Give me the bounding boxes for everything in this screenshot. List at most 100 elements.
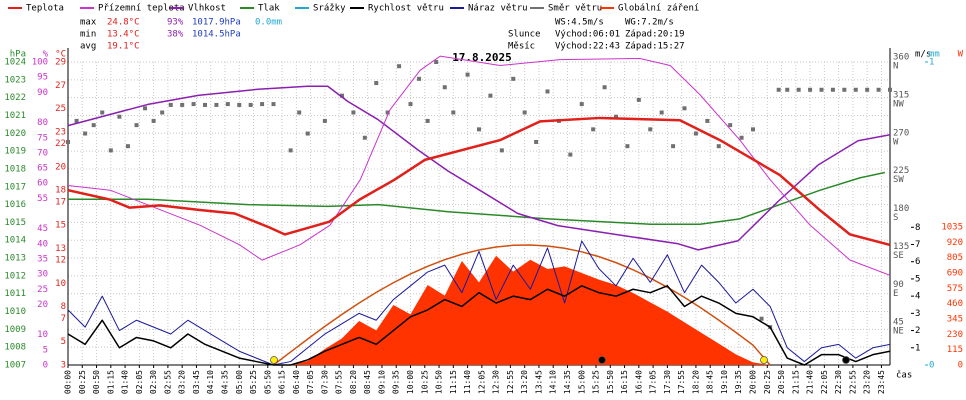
direction-point — [819, 87, 824, 92]
series-line — [67, 240, 891, 366]
direction-point — [117, 114, 122, 119]
y-tick-label: 6 — [915, 257, 920, 267]
stat-value: 38% — [167, 30, 184, 40]
y-tick-label: 920 — [947, 238, 963, 248]
series-line — [68, 171, 886, 225]
y-tick-name: NE — [893, 327, 904, 337]
y-tick-label: 7 — [61, 314, 66, 324]
x-tick-label: 05:50 — [263, 370, 272, 394]
direction-point — [602, 85, 607, 90]
y-tick-label: 55 — [37, 194, 48, 204]
y-tick-label: 1008 — [4, 343, 26, 353]
x-tick-label: 04:35 — [220, 370, 229, 394]
stat-value: 93% — [167, 18, 184, 28]
x-tick-label: 23:45 — [877, 370, 886, 394]
x-tick-label: 16:15 — [620, 370, 629, 394]
direction-point — [876, 87, 881, 92]
x-tick-label: 15:25 — [592, 370, 601, 394]
y-tick-name: S — [893, 213, 898, 223]
direction-point — [499, 148, 504, 153]
y-tick-label: 180 — [893, 204, 909, 214]
y-tick-label: 25 — [37, 285, 48, 295]
legend-label: Tlak — [258, 4, 280, 14]
y-tick-label: 1 — [915, 343, 920, 353]
legend-label: Náraz větru — [468, 4, 528, 14]
y-tick-label: 575 — [947, 284, 963, 294]
x-tick-label: 17:55 — [677, 370, 686, 394]
y-tick-label: 270 — [893, 128, 909, 138]
direction-point — [425, 118, 430, 123]
y-tick-label: 230 — [947, 330, 963, 340]
moon-label: Měsíc — [508, 42, 535, 52]
y-tick-name: W — [893, 137, 899, 147]
y-tick-label: 80 — [37, 118, 48, 128]
x-tick-label: 10:00 — [406, 370, 415, 394]
direction-point — [545, 89, 550, 94]
sun-moon-marker — [760, 356, 768, 364]
y-tick-label: 135 — [893, 242, 909, 252]
y-tick-label: 70 — [37, 148, 48, 158]
x-tick-label: 12:55 — [506, 370, 515, 394]
direction-point — [66, 139, 70, 144]
direction-point — [351, 110, 356, 115]
y-tick-label: 345 — [947, 315, 963, 325]
axis-unit: m/s — [915, 50, 931, 60]
wind-stat: WG:7.2m/s — [625, 18, 674, 28]
x-tick-label: 03:45 — [192, 370, 201, 394]
x-tick-label: 06:15 — [278, 370, 287, 394]
y-tick-label: 225 — [893, 166, 909, 176]
direction-point — [671, 144, 676, 149]
stat-value: 1014.5hPa — [192, 30, 241, 40]
direction-point — [693, 131, 698, 136]
direction-point — [91, 123, 96, 128]
axis-unit: W — [958, 50, 964, 60]
direction-point — [417, 76, 422, 81]
x-tick-label: 21:40 — [806, 370, 815, 394]
direction-point — [248, 102, 253, 107]
y-tick-label: 1009 — [4, 325, 26, 335]
x-tick-label: 14:35 — [563, 370, 572, 394]
x-tick-label: 23:20 — [863, 370, 872, 394]
direction-point — [260, 102, 265, 107]
x-tick-label: 13:45 — [534, 370, 543, 394]
x-tick-label: 21:15 — [791, 370, 800, 394]
x-tick-label: 22:05 — [820, 370, 829, 394]
direction-point — [397, 64, 402, 69]
x-tick-label: 17:30 — [663, 370, 672, 394]
y-tick-name: N — [893, 62, 898, 72]
y-tick-label: 60 — [37, 179, 48, 189]
x-tick-label: 20:00 — [749, 370, 758, 394]
y-tick-label: 13 — [55, 244, 66, 254]
direction-point — [385, 110, 390, 115]
y-tick-label: 90 — [37, 88, 48, 98]
stat-value: 0.0mm — [255, 18, 282, 28]
direction-point — [271, 102, 276, 107]
direction-point — [568, 152, 573, 157]
y-tick-label: 1019 — [4, 147, 26, 157]
y-tick-label: 1013 — [4, 254, 26, 264]
y-tick-label: 5 — [915, 274, 920, 284]
radiation-max-line — [273, 244, 771, 366]
x-tick-label: 02:05 — [135, 370, 144, 394]
direction-point — [125, 144, 130, 149]
x-tick-label: 08:45 — [363, 370, 372, 394]
x-tick-label: 07:30 — [320, 370, 329, 394]
stat-label: max — [80, 18, 97, 28]
sun-moon-marker — [270, 356, 278, 364]
direction-point — [100, 110, 105, 115]
x-tick-label: 15:50 — [606, 370, 615, 394]
x-tick-label: 22:55 — [848, 370, 857, 394]
series-line — [67, 285, 891, 366]
y-tick-label: 10 — [55, 279, 66, 289]
direction-point — [442, 85, 447, 90]
y-tick-label: 1021 — [4, 111, 26, 121]
x-tick-label: 05:25 — [249, 370, 258, 394]
stat-label: avg — [80, 42, 96, 52]
y-tick-label: 3 — [61, 361, 66, 371]
direction-point — [716, 144, 721, 149]
direction-point — [374, 81, 379, 86]
y-tick-label: 4 — [915, 292, 920, 302]
y-tick-label: 27 — [55, 81, 66, 91]
y-tick-label: 115 — [947, 345, 963, 355]
